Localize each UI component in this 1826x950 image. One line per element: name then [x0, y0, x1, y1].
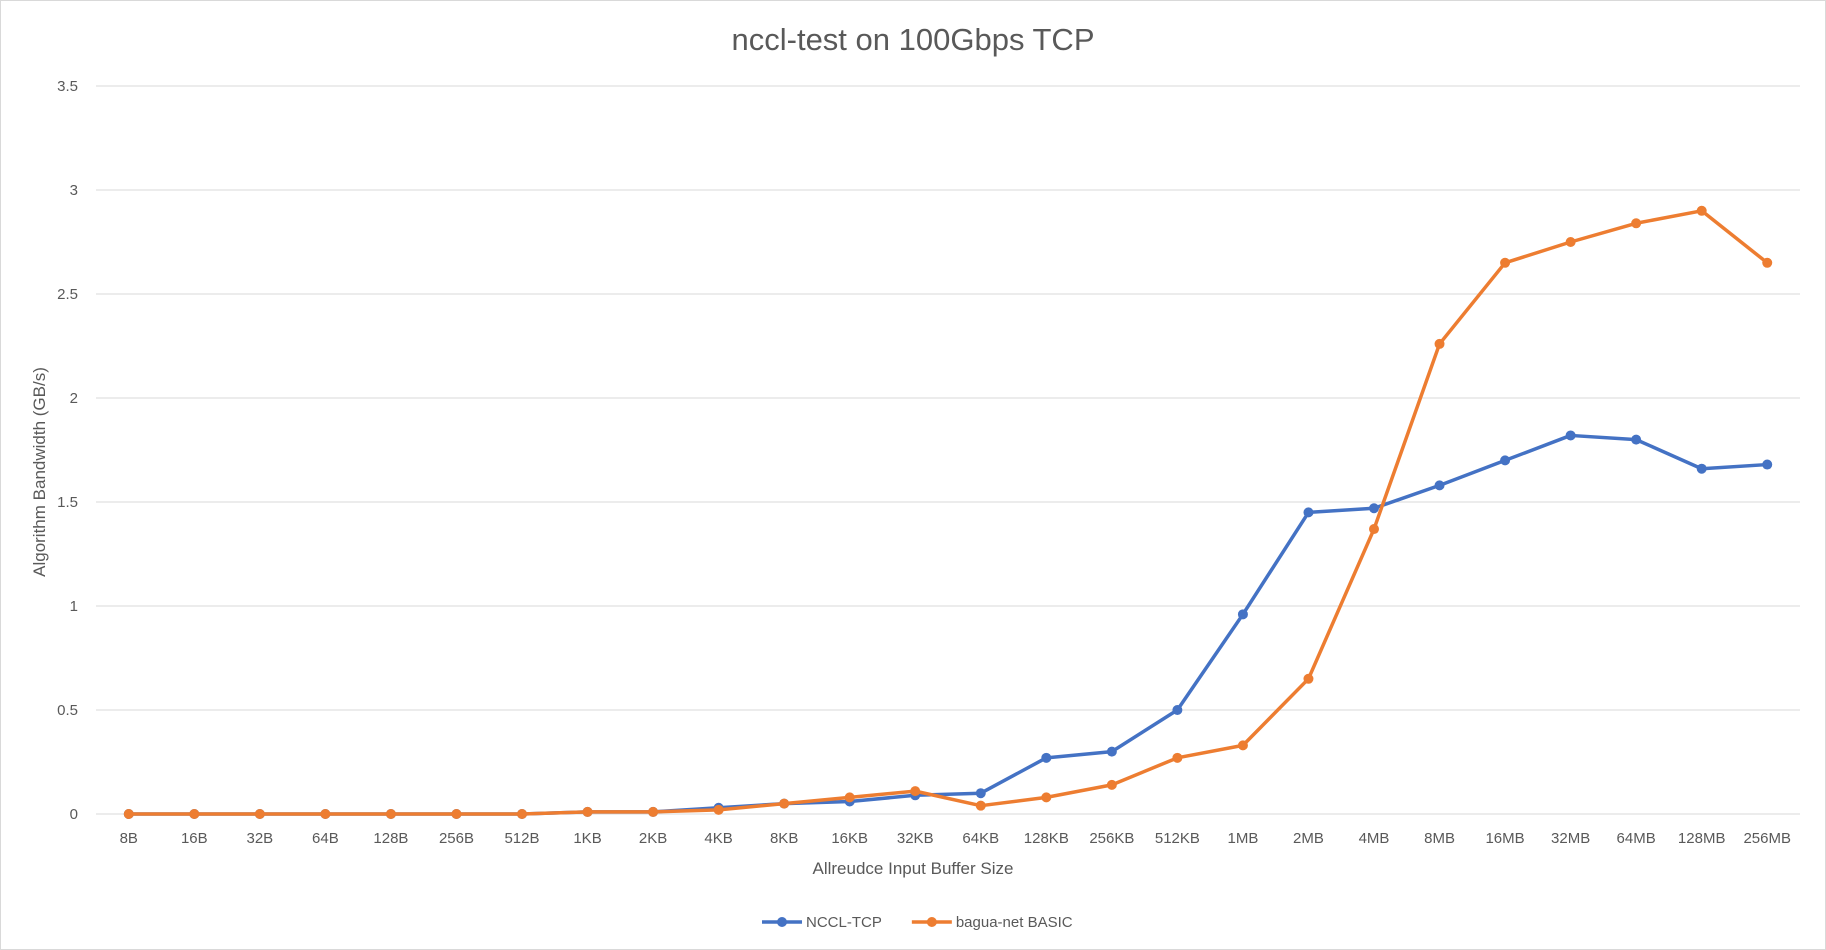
data-point: [844, 792, 855, 803]
data-point: [1303, 673, 1314, 684]
data-point: [779, 798, 790, 809]
data-point: [1172, 705, 1183, 715]
data-point: [123, 809, 134, 819]
x-tick-label: 256KB: [1089, 830, 1134, 847]
x-tick-label: 128B: [373, 830, 408, 847]
x-tick-label: 1KB: [573, 830, 601, 847]
data-point: [1762, 459, 1773, 470]
data-point: [189, 809, 200, 819]
data-point: [320, 809, 331, 819]
data-point: [713, 804, 724, 815]
data-point: [1696, 205, 1707, 216]
x-tick-label: 256B: [439, 830, 474, 847]
legend-swatch-marker: [777, 917, 787, 927]
data-point: [1369, 524, 1379, 535]
y-tick-label: 2.5: [57, 286, 78, 303]
data-point: [1500, 455, 1511, 466]
y-tick-label: 3.5: [57, 78, 78, 95]
data-point: [517, 809, 527, 819]
data-point: [1434, 338, 1445, 349]
x-tick-label: 256MB: [1743, 830, 1791, 847]
y-axis-label: Algorithm Bandwidth (GB/s): [30, 367, 49, 577]
x-tick-label: 128MB: [1678, 830, 1726, 847]
x-axis-ticks: 8B 16B 32B 64B 128B 256B 512B 1KB 2KB 4KB 8KB 16KB 3…: [120, 830, 1791, 847]
y-axis-ticks: 0 0.5 1 1.5 2 2.5 3 3.5: [57, 78, 78, 823]
chart-title: nccl-test on 100Gbps TCP: [732, 22, 1095, 57]
data-point: [1696, 463, 1707, 474]
data-point: [1106, 779, 1117, 790]
series-1: [123, 205, 1773, 819]
y-tick-label: 0.5: [57, 702, 78, 719]
data-point: [1237, 609, 1248, 620]
y-tick-label: 1.5: [57, 494, 78, 511]
y-tick-label: 2: [70, 390, 78, 407]
x-axis-label: Allreudce Input Buffer Size: [813, 859, 1014, 878]
gridlines: [96, 85, 1800, 815]
x-tick-label: 16B: [181, 830, 208, 847]
data-point: [910, 786, 921, 797]
x-tick-label: 16KB: [831, 830, 868, 847]
legend: NCCL-TCP bagua-net BASIC: [762, 914, 1073, 931]
x-tick-label: 512B: [504, 830, 539, 847]
data-point: [254, 809, 265, 819]
x-tick-label: 64B: [312, 830, 339, 847]
data-point: [1434, 480, 1445, 491]
data-point: [1762, 257, 1773, 268]
x-tick-label: 8MB: [1424, 830, 1455, 847]
data-point: [1172, 752, 1183, 763]
x-tick-label: 64KB: [962, 830, 999, 847]
x-tick-label: 128KB: [1024, 830, 1069, 847]
legend-label: bagua-net BASIC: [956, 914, 1073, 931]
x-tick-label: 64MB: [1617, 830, 1656, 847]
x-tick-label: 32KB: [897, 830, 934, 847]
data-point: [1106, 746, 1117, 757]
data-point: [582, 806, 593, 817]
y-tick-label: 1: [70, 598, 78, 615]
data-point: [1303, 507, 1314, 518]
x-tick-label: 32B: [246, 830, 273, 847]
x-tick-label: 512KB: [1155, 830, 1200, 847]
x-tick-label: 8B: [120, 830, 138, 847]
x-tick-label: 4KB: [704, 830, 732, 847]
data-point: [1631, 434, 1642, 445]
data-point: [975, 800, 986, 811]
data-point: [1500, 257, 1511, 268]
x-tick-label: 2KB: [639, 830, 667, 847]
data-point: [1565, 430, 1576, 441]
data-point: [1041, 792, 1052, 803]
legend-item: NCCL-TCP: [762, 914, 882, 931]
legend-label: NCCL-TCP: [806, 914, 882, 931]
y-tick-label: 3: [70, 182, 78, 199]
y-tick-label: 0: [70, 806, 78, 823]
x-tick-label: 16MB: [1485, 830, 1524, 847]
data-point: [385, 809, 396, 819]
data-point: [1631, 218, 1642, 229]
x-tick-label: 8KB: [770, 830, 798, 847]
data-point: [451, 809, 462, 819]
data-point: [1041, 752, 1052, 763]
series-line: [127, 209, 1769, 816]
x-tick-label: 32MB: [1551, 830, 1590, 847]
data-point: [648, 806, 659, 817]
legend-swatch-marker: [926, 917, 937, 927]
data-point: [1237, 740, 1248, 751]
data-point: [1565, 237, 1576, 247]
series-lines: [123, 205, 1773, 819]
data-point: [1369, 503, 1379, 514]
x-tick-label: 1MB: [1228, 830, 1259, 847]
x-tick-label: 4MB: [1359, 830, 1390, 847]
legend-item: bagua-net BASIC: [911, 914, 1073, 931]
data-point: [975, 788, 986, 799]
x-tick-label: 2MB: [1293, 830, 1324, 847]
